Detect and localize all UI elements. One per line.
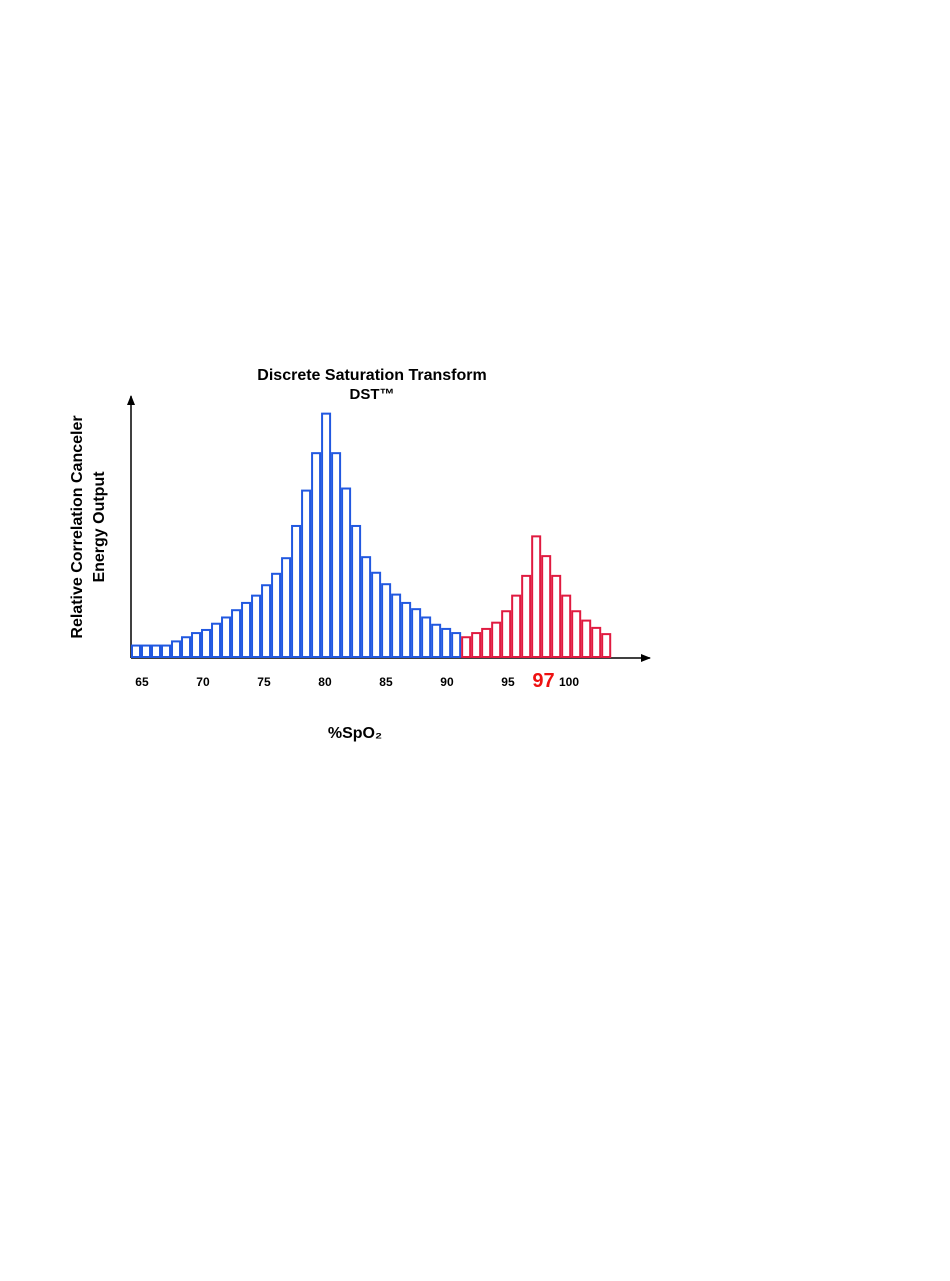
bar — [561, 594, 572, 659]
bar — [231, 609, 242, 659]
bar — [531, 535, 542, 658]
bar — [181, 636, 192, 658]
bar — [161, 644, 172, 658]
bar — [381, 583, 392, 659]
bar — [541, 555, 552, 658]
bar — [131, 644, 142, 658]
bar — [281, 557, 292, 659]
bar — [211, 622, 222, 658]
bar — [461, 636, 472, 658]
bar — [551, 574, 562, 659]
x-tick-label: 100 — [559, 675, 579, 689]
bar — [251, 594, 262, 659]
y-axis-label: Relative Correlation Canceler Energy Out… — [69, 415, 108, 638]
x-tick-label: 90 — [440, 675, 454, 689]
bar — [421, 616, 432, 658]
bar — [391, 593, 402, 658]
chart-subtitle: DST™ — [350, 386, 395, 403]
bar — [491, 621, 502, 658]
y-label-line: Relative Correlation Canceler — [69, 415, 86, 638]
bar — [451, 632, 462, 659]
x-tick-label: 95 — [501, 675, 515, 689]
bar — [511, 594, 522, 659]
bar — [301, 489, 312, 658]
bar — [261, 584, 272, 658]
bar — [321, 412, 332, 659]
bar — [141, 644, 152, 658]
bar — [581, 619, 592, 658]
bar — [291, 524, 302, 659]
chart-title: Discrete Saturation Transform — [257, 367, 486, 384]
bar — [481, 627, 492, 658]
bar — [331, 452, 342, 658]
bar — [591, 626, 602, 659]
bar — [471, 632, 482, 659]
bar — [431, 623, 442, 659]
bar — [371, 571, 382, 659]
bar — [411, 608, 422, 658]
x-tick-label: 80 — [318, 675, 332, 689]
bar — [171, 640, 182, 659]
bar — [241, 601, 252, 658]
x-axis-label: %SpO₂ — [328, 725, 382, 742]
bar — [521, 574, 532, 659]
bar — [151, 644, 162, 658]
bar — [351, 524, 362, 659]
y-label-line: Energy Output — [91, 471, 108, 583]
bar — [501, 610, 512, 658]
annotation: 97 — [532, 670, 554, 692]
bar — [401, 601, 412, 658]
bar — [571, 610, 582, 658]
bar — [221, 616, 232, 658]
bar — [271, 572, 282, 658]
bar — [441, 627, 452, 658]
x-tick-label: 85 — [379, 675, 393, 689]
bar — [311, 452, 322, 658]
x-tick-label: 75 — [257, 675, 271, 689]
bar — [201, 628, 212, 659]
bar — [341, 487, 352, 658]
bar — [601, 633, 612, 658]
x-tick-label: 70 — [196, 675, 210, 689]
bar — [361, 556, 372, 658]
x-tick-label: 65 — [135, 675, 149, 689]
bar — [191, 632, 202, 659]
